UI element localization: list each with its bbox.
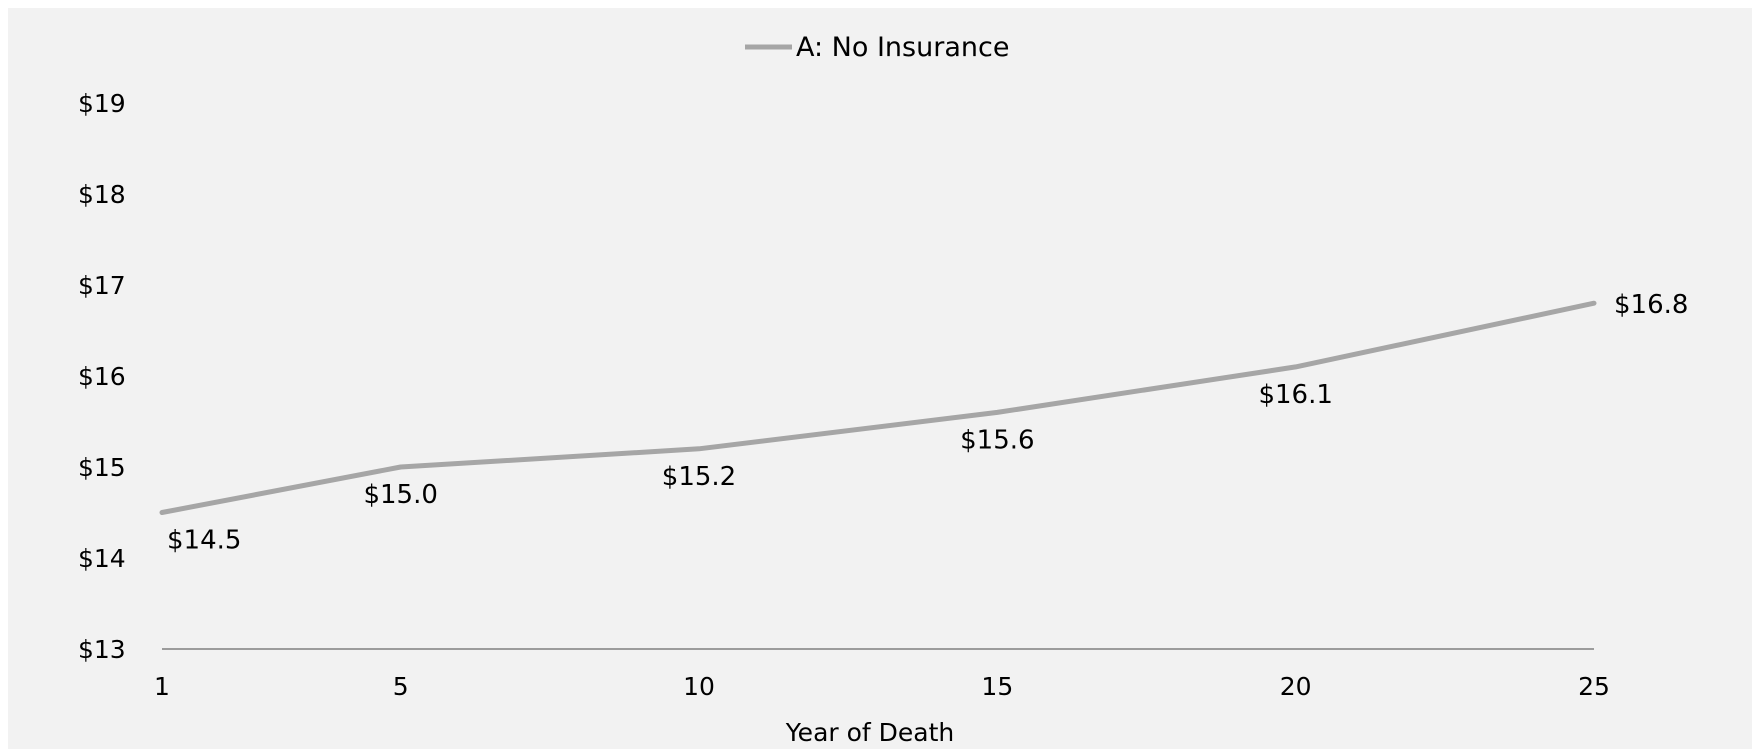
x-tick-label: 10	[683, 672, 715, 701]
data-label: $15.2	[662, 462, 736, 492]
legend-label: A: No Insurance	[796, 32, 1009, 63]
y-tick-label: $14	[78, 544, 126, 573]
x-tick-label: 20	[1280, 672, 1312, 701]
y-tick-label: $13	[78, 635, 126, 664]
x-tick-label: 1	[154, 672, 170, 701]
y-tick-label: $17	[78, 271, 126, 300]
y-tick-label: $18	[78, 180, 126, 209]
x-tick-label: 5	[393, 672, 409, 701]
series-line-no-insurance	[159, 300, 1597, 515]
data-label: $16.8	[1614, 290, 1688, 320]
x-tick-label: 15	[981, 672, 1013, 701]
x-axis-title: Year of Death	[785, 718, 955, 747]
data-labels: $14.5 $15.0 $15.2 $15.6 $16.1 $16.8	[167, 290, 1688, 555]
y-axis-ticks: $13 $14 $15 $16 $17 $18 $19	[78, 89, 126, 664]
x-tick-label: 25	[1578, 672, 1610, 701]
legend: A: No Insurance	[745, 32, 1009, 63]
data-label: $15.0	[363, 480, 437, 510]
data-label: $15.6	[960, 425, 1034, 455]
x-axis-ticks: 1 5 10 15 20 25	[154, 672, 1610, 701]
y-tick-label: $19	[78, 89, 126, 118]
data-label: $16.1	[1258, 380, 1332, 410]
y-tick-label: $15	[78, 453, 126, 482]
data-label: $14.5	[167, 526, 241, 556]
y-tick-label: $16	[78, 362, 126, 391]
